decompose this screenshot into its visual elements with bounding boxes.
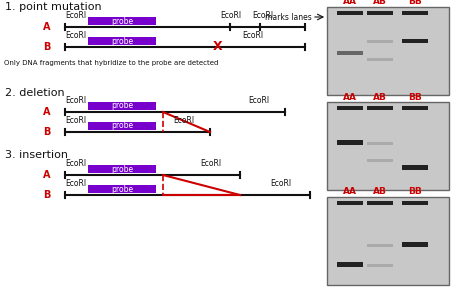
Text: X: X (213, 40, 223, 53)
Text: A: A (42, 170, 50, 180)
Bar (367, 244, 393, 247)
Text: EcoRI: EcoRI (242, 31, 263, 40)
Text: probe: probe (111, 122, 133, 130)
Text: A: A (42, 107, 50, 117)
Text: A: A (42, 22, 50, 32)
Text: AB: AB (373, 0, 387, 6)
Bar (88, 37, 156, 45)
Text: EcoRI: EcoRI (65, 159, 86, 168)
Bar (367, 40, 393, 43)
Bar (337, 201, 363, 205)
Text: B: B (43, 190, 50, 200)
Bar (337, 262, 363, 267)
Text: probe: probe (111, 165, 133, 173)
Text: EcoRI: EcoRI (200, 159, 221, 168)
Text: EcoRI: EcoRI (270, 179, 291, 188)
Bar (337, 11, 363, 15)
Bar (337, 106, 363, 110)
Bar (367, 106, 393, 110)
Text: EcoRI: EcoRI (248, 96, 269, 105)
Bar (367, 58, 393, 61)
Bar (88, 185, 156, 193)
Text: AA: AA (343, 0, 357, 6)
Bar (367, 201, 393, 205)
Bar (402, 11, 428, 15)
Bar (402, 106, 428, 110)
Bar (327, 102, 449, 190)
Text: AA: AA (343, 188, 357, 196)
Text: BB: BB (408, 93, 422, 101)
Text: EcoRI: EcoRI (65, 116, 86, 125)
Bar (327, 7, 449, 95)
Text: EcoRI: EcoRI (65, 179, 86, 188)
Text: EcoRI: EcoRI (65, 96, 86, 105)
Bar (402, 165, 428, 170)
Text: EcoRI: EcoRI (173, 116, 194, 125)
Bar (88, 165, 156, 173)
Text: Only DNA fragments that hybridize to the probe are detected: Only DNA fragments that hybridize to the… (4, 60, 218, 66)
Text: BB: BB (408, 0, 422, 6)
Text: probe: probe (111, 101, 133, 111)
Bar (367, 142, 393, 145)
Bar (402, 39, 428, 43)
Text: EcoRI: EcoRI (65, 31, 86, 40)
Text: 2. deletion: 2. deletion (5, 88, 64, 98)
Text: AB: AB (373, 93, 387, 101)
Bar (367, 11, 393, 15)
Text: EcoRI: EcoRI (65, 11, 86, 20)
Text: AB: AB (373, 188, 387, 196)
Bar (367, 264, 393, 267)
Text: probe: probe (111, 17, 133, 25)
Bar (337, 140, 363, 145)
Text: 1. point mutation: 1. point mutation (5, 2, 101, 12)
Text: AA: AA (343, 93, 357, 101)
Bar (367, 159, 393, 162)
Text: B: B (43, 42, 50, 52)
Bar (402, 201, 428, 205)
Text: marks lanes: marks lanes (265, 12, 312, 22)
Text: probe: probe (111, 37, 133, 45)
Text: EcoRI: EcoRI (252, 11, 273, 20)
Text: BB: BB (408, 188, 422, 196)
Bar (337, 51, 363, 55)
Bar (88, 102, 156, 110)
Bar (88, 17, 156, 25)
Text: EcoRI: EcoRI (220, 11, 241, 20)
Bar (402, 242, 428, 247)
Bar (88, 122, 156, 130)
Text: probe: probe (111, 184, 133, 194)
Text: B: B (43, 127, 50, 137)
Bar (327, 197, 449, 285)
Text: 3. insertion: 3. insertion (5, 150, 68, 160)
